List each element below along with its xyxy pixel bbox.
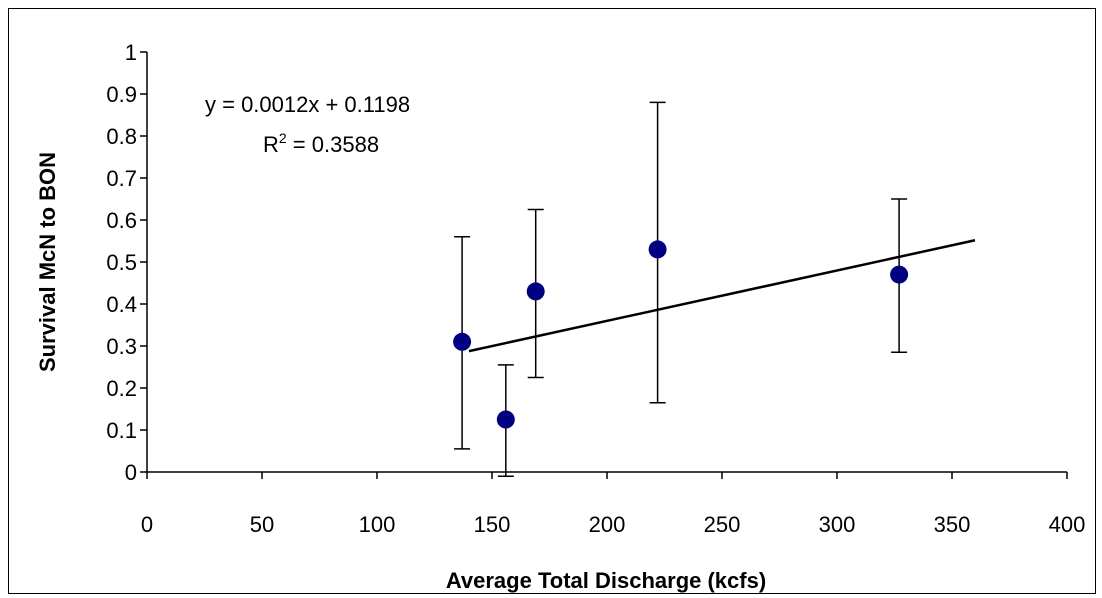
- trendline-equation: y = 0.0012x + 0.1198: [205, 92, 410, 117]
- r-squared-label: R2 = 0.3588: [263, 130, 379, 157]
- x-axis-title: Average Total Discharge (kcfs): [446, 568, 766, 593]
- x-tick-label: 100: [359, 512, 396, 537]
- y-tick-label: 0.3: [106, 334, 137, 359]
- y-tick-label: 0.6: [106, 208, 137, 233]
- y-tick-label: 0: [125, 460, 137, 485]
- x-tick-label: 50: [250, 512, 274, 537]
- x-tick-label: 350: [934, 512, 971, 537]
- y-tick-label: 0.2: [106, 376, 137, 401]
- x-tick-label: 250: [704, 512, 741, 537]
- y-tick-label: 1: [125, 40, 137, 65]
- data-point: [526, 282, 545, 301]
- chart-frame: [8, 8, 1096, 594]
- trendline-group: [468, 239, 976, 353]
- axes: [140, 51, 1068, 479]
- error-bars: [454, 101, 908, 477]
- y-tick-label: 0.7: [106, 166, 137, 191]
- x-tick-label: 300: [819, 512, 856, 537]
- y-axis-title: Survival McN to BON: [35, 152, 60, 372]
- data-point: [453, 332, 472, 351]
- y-tick-label: 0.4: [106, 292, 137, 317]
- x-tick-label: 0: [141, 512, 153, 537]
- x-tick-label: 200: [589, 512, 626, 537]
- data-point: [648, 240, 667, 259]
- x-tick-label: 150: [474, 512, 511, 537]
- data-points: [453, 240, 909, 429]
- y-tick-label: 0.9: [106, 82, 137, 107]
- x-tick-label: 400: [1049, 512, 1086, 537]
- y-tick-label: 0.1: [106, 418, 137, 443]
- labels: 0 50 100 150 200 250 300 350 400 0 0.1 0.2 0.3 0.4 0.5…: [106, 40, 1085, 537]
- data-point: [890, 265, 909, 284]
- data-point: [496, 410, 515, 429]
- y-tick-label: 0.8: [106, 124, 137, 149]
- y-tick-label: 0.5: [106, 250, 137, 275]
- trendline: [468, 239, 976, 353]
